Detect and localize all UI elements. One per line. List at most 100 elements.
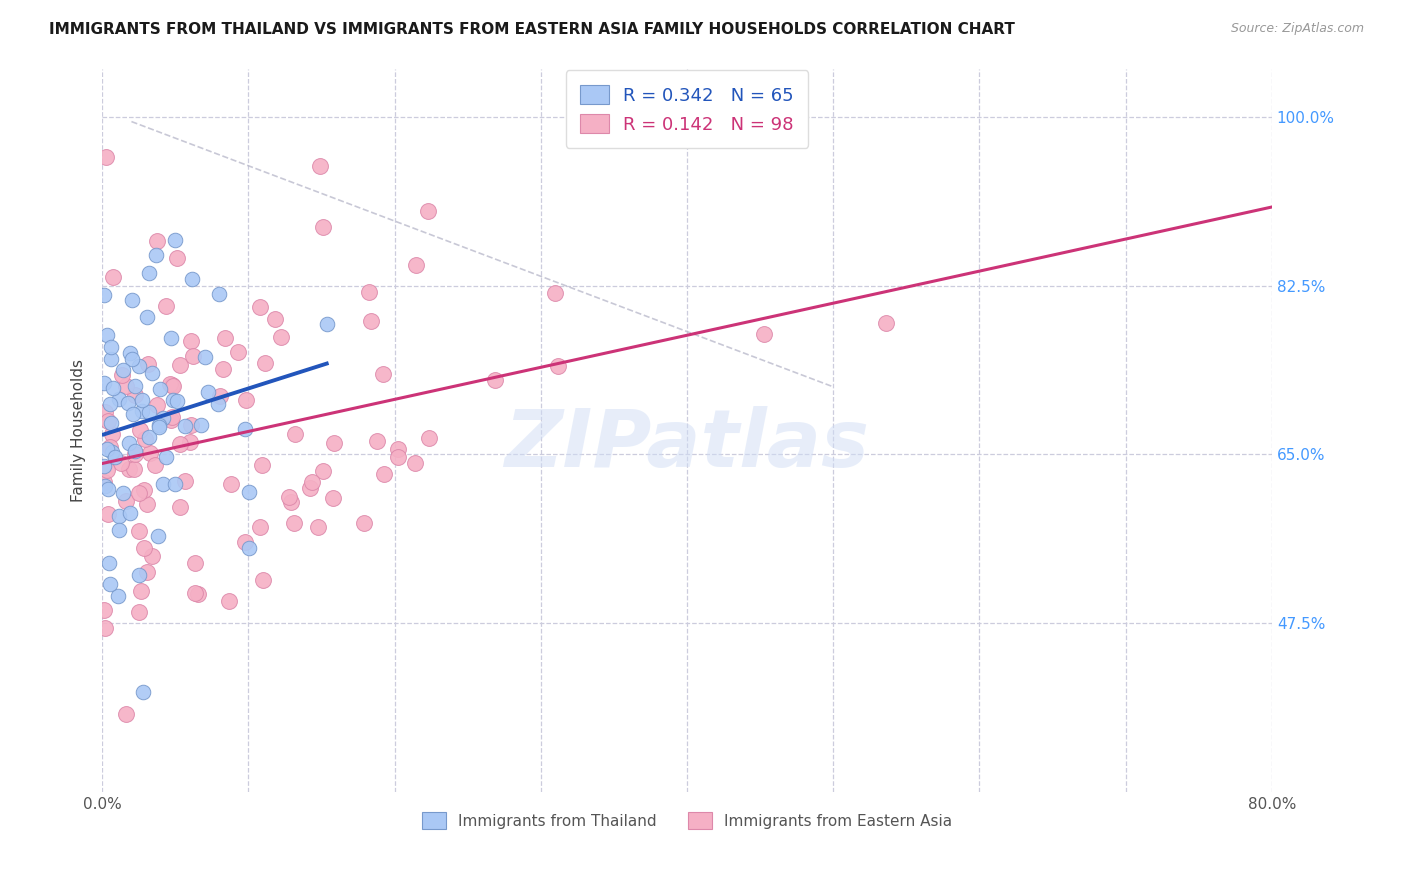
Point	[93, 602, 115, 616]
Point	[108, 392, 131, 406]
Point	[155, 450, 177, 465]
Point	[233, 534, 256, 549]
Point	[97, 507, 120, 521]
Point	[94, 149, 117, 163]
Point	[283, 516, 305, 531]
Point	[373, 467, 395, 482]
Point	[155, 299, 177, 313]
Point	[148, 417, 170, 432]
Legend: Immigrants from Thailand, Immigrants from Eastern Asia: Immigrants from Thailand, Immigrants fro…	[416, 806, 959, 835]
Point	[174, 474, 197, 488]
Point	[174, 418, 197, 433]
Point	[145, 458, 167, 472]
Point	[360, 314, 382, 328]
Point	[145, 399, 167, 413]
Point	[754, 326, 776, 341]
Point	[98, 556, 121, 570]
Point	[875, 316, 897, 330]
Point	[165, 233, 187, 247]
Point	[93, 376, 115, 390]
Point	[128, 359, 150, 373]
Point	[138, 266, 160, 280]
Text: Source: ZipAtlas.com: Source: ZipAtlas.com	[1230, 22, 1364, 36]
Point	[418, 203, 440, 218]
Point	[97, 482, 120, 496]
Point	[93, 475, 115, 490]
Point	[212, 361, 235, 376]
Point	[129, 583, 152, 598]
Point	[100, 351, 122, 366]
Point	[135, 565, 157, 579]
Point	[146, 529, 169, 543]
Point	[131, 392, 153, 407]
Point	[131, 404, 153, 418]
Point	[404, 456, 426, 470]
Point	[278, 490, 301, 504]
Point	[219, 476, 242, 491]
Point	[135, 498, 157, 512]
Point	[94, 621, 117, 635]
Point	[152, 477, 174, 491]
Point	[301, 475, 323, 489]
Point	[152, 411, 174, 425]
Point	[190, 417, 212, 432]
Point	[169, 500, 191, 515]
Point	[181, 349, 204, 363]
Point	[138, 430, 160, 444]
Point	[184, 586, 207, 600]
Point	[194, 350, 217, 364]
Point	[122, 461, 145, 475]
Point	[128, 567, 150, 582]
Point	[148, 420, 170, 434]
Point	[96, 442, 118, 457]
Point	[104, 450, 127, 464]
Point	[315, 318, 337, 332]
Point	[134, 483, 156, 497]
Point	[184, 556, 207, 570]
Point	[298, 481, 321, 495]
Point	[93, 405, 115, 419]
Point	[322, 436, 344, 450]
Point	[97, 414, 120, 428]
Point	[547, 359, 569, 373]
Point	[179, 435, 201, 450]
Point	[214, 331, 236, 345]
Text: IMMIGRANTS FROM THAILAND VS IMMIGRANTS FROM EASTERN ASIA FAMILY HOUSEHOLDS CORRE: IMMIGRANTS FROM THAILAND VS IMMIGRANTS F…	[49, 22, 1015, 37]
Point	[146, 235, 169, 249]
Point	[121, 293, 143, 308]
Point	[163, 477, 186, 491]
Point	[128, 605, 150, 619]
Point	[134, 432, 156, 446]
Point	[180, 334, 202, 349]
Point	[110, 456, 132, 470]
Point	[169, 359, 191, 373]
Point	[149, 382, 172, 396]
Point	[112, 485, 135, 500]
Point	[107, 589, 129, 603]
Point	[111, 363, 134, 377]
Point	[159, 413, 181, 427]
Point	[124, 379, 146, 393]
Point	[187, 587, 209, 601]
Point	[101, 426, 124, 441]
Point	[101, 445, 124, 459]
Point	[121, 407, 143, 421]
Point	[218, 593, 240, 607]
Text: ZIPatlas: ZIPatlas	[505, 406, 869, 483]
Point	[160, 409, 183, 424]
Point	[250, 458, 273, 472]
Point	[166, 251, 188, 265]
Point	[138, 405, 160, 419]
Point	[160, 331, 183, 345]
Point	[124, 444, 146, 458]
Point	[134, 541, 156, 556]
Point	[129, 423, 152, 437]
Point	[132, 684, 155, 698]
Point	[233, 422, 256, 436]
Point	[141, 366, 163, 380]
Point	[108, 509, 131, 524]
Point	[270, 330, 292, 344]
Point	[353, 516, 375, 530]
Point	[371, 367, 394, 381]
Point	[249, 300, 271, 314]
